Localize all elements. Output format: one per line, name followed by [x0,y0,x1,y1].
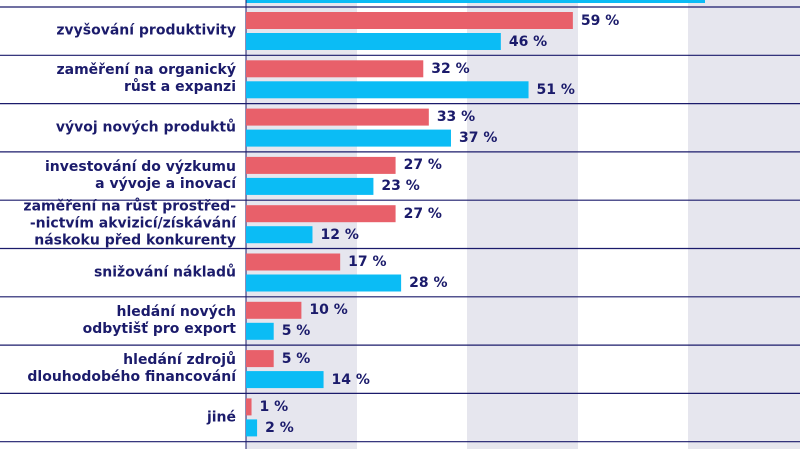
category-label: zaměření na růst prostřed- -nictvím akvi… [23,198,236,249]
value-label: 32 % [431,60,470,77]
value-label: 59 % [580,12,620,29]
value-label: 51 % [536,81,575,98]
value-label: 27 % [403,157,442,174]
band [467,0,578,449]
bar [246,129,451,147]
bar [246,322,274,340]
value-label: 5 % [281,323,311,340]
bar [246,274,402,292]
value-label: 46 % [508,33,548,50]
bar [246,60,424,78]
value-label: 17 % [348,254,387,270]
bar [246,371,324,389]
value-label: 14 % [331,371,370,388]
bar [246,226,313,244]
value-label: 23 % [381,178,420,195]
cropped-bar [246,0,705,3]
category-label: snižování nákladů [93,264,236,281]
bar [246,301,302,319]
category-label: investování do výzkumu a vývoje a inovac… [45,159,236,193]
value-label: 27 % [403,205,442,222]
value-label: 37 % [458,130,498,147]
bar [246,253,341,271]
category-label: vývoj nových produktů [55,119,236,136]
value-label: 12 % [320,226,359,243]
bar [246,398,252,416]
bar [246,81,529,99]
category-label: hledání zdrojů dlouhodobého financování [27,352,236,386]
category-label: zvyšování produktivity [56,22,236,39]
bar [246,33,501,50]
value-label: 33 % [436,109,476,126]
category-label: hledání nových odbytišť pro export [82,303,236,337]
bar [246,156,396,174]
bar [246,350,274,368]
value-label: 5 % [281,350,311,367]
bar [246,177,374,195]
category-label: jiné [206,409,236,426]
value-label: 10 % [309,302,348,319]
bar [246,205,396,223]
bar [246,108,429,126]
bar [246,12,573,29]
bar [246,419,258,437]
value-label: 1 % [259,398,289,415]
category-label: zaměření na organický růst a expanzi [56,62,237,96]
value-label: 28 % [409,275,448,291]
value-label: 2 % [265,419,294,436]
band [688,0,800,449]
